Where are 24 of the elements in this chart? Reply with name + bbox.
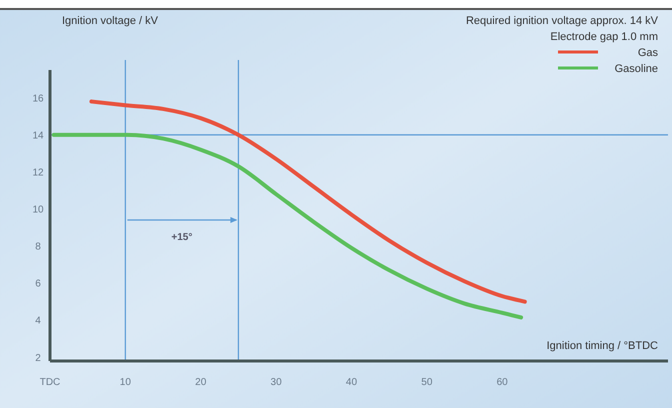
y-tick-label: 10	[32, 204, 44, 216]
y-axis-title: Ignition voltage / kV	[62, 15, 159, 27]
y-tick-label: 2	[35, 352, 42, 364]
y-tick-label: 4	[35, 316, 42, 327]
x-tick-label: 50	[421, 377, 433, 388]
text: Gas	[638, 47, 658, 59]
x-tick-label: 60	[496, 377, 508, 388]
y-tick-label: 16	[32, 93, 44, 104]
x-tick-label: 40	[346, 377, 358, 388]
x-axis-title: Ignition timing / °BTDC	[546, 340, 658, 352]
line-series	[52, 132, 524, 320]
text: Required ignition voltage approx. 14 kV	[466, 15, 659, 27]
x-tick-label: TDC	[40, 377, 60, 388]
x-tick-label: 30	[270, 377, 282, 388]
x-tick-label: 10	[120, 377, 132, 388]
text: Electrode gap 1.0 mm	[550, 31, 658, 43]
y-tick-label: 8	[35, 242, 42, 253]
y-tick-label: 14	[32, 130, 44, 142]
y-tick-label: 6	[35, 278, 42, 290]
line-series	[89, 100, 527, 304]
annotation: +15°	[171, 232, 192, 243]
y-tick-label: 12	[32, 167, 44, 178]
x-tick-label: 20	[195, 377, 207, 388]
legend-label: Gasoline	[614, 63, 658, 75]
